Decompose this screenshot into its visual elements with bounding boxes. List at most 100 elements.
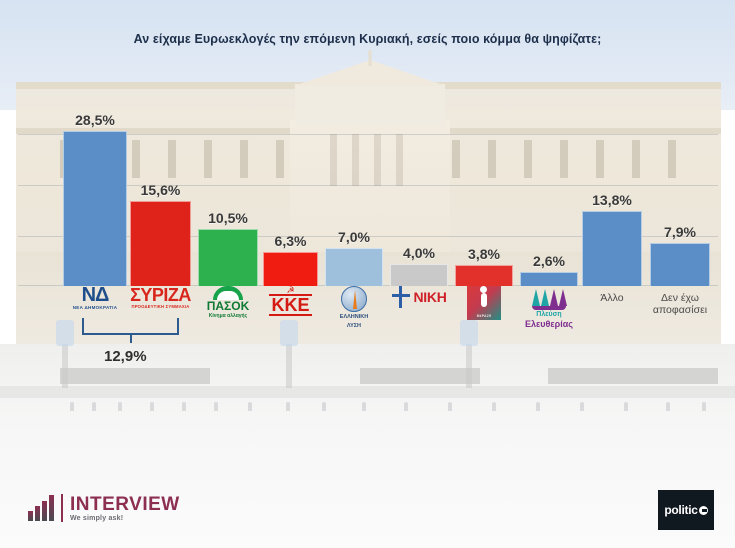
bar-pasok[interactable]: [198, 229, 258, 286]
ship-hull-icon: [532, 306, 566, 310]
bar-niki[interactable]: [390, 264, 448, 286]
pasok-sun-icon: [212, 286, 243, 300]
cross-icon: [391, 286, 411, 308]
pleusi-logo-line1: Πλεύση: [536, 311, 562, 318]
mera25-logo-subtitle: ΜέΡΑ25: [476, 314, 492, 318]
bar-value-niki: 4,0%: [403, 245, 435, 261]
facade-window: [132, 140, 140, 178]
plaza-lamp: [56, 320, 74, 388]
category-syriza[interactable]: ΣΥΡΙΖΑ ΠΡΟΟΔΕΥΤΙΚΗ ΣΥΜΜΑΧΙΑ: [130, 286, 191, 309]
mera25-figure-icon: [480, 286, 487, 307]
politico-wordmark: politic: [664, 503, 708, 517]
gridline: [18, 134, 718, 135]
mera25-party-logo-icon: ΜέΡΑ25: [467, 286, 501, 320]
facade-window: [276, 140, 284, 178]
category-pleusi-eleftherias[interactable]: Πλεύση Ελευθερίας: [520, 286, 578, 329]
category-kke[interactable]: ☭ ΚΚΕ: [263, 286, 318, 316]
category-pasok[interactable]: ΠΑΣΟΚ Κίνημα αλλαγής: [198, 286, 258, 319]
plaza-lamp: [460, 320, 478, 388]
facade-column-gap: [330, 134, 337, 186]
bar-allo[interactable]: [582, 211, 642, 286]
bar-group-syriza[interactable]: 15,6%: [130, 96, 191, 286]
bar-mera25[interactable]: [455, 265, 513, 286]
bar-syriza[interactable]: [130, 201, 191, 286]
pasok-logo-mark: ΠΑΣΟΚ: [206, 299, 250, 313]
politico-brand-logo: politic: [658, 490, 714, 530]
elliniki-lysi-logo-line2: ΛΥΣΗ: [346, 323, 362, 329]
politico-dot-icon: [698, 506, 708, 515]
bar-elliniki-lysi[interactable]: [325, 248, 383, 286]
bar-nd[interactable]: [63, 131, 127, 286]
category-label-undecided: Δεν έχω αποφασίσει: [652, 292, 708, 316]
plaza-hedge: [60, 368, 210, 384]
bar-group-undecided[interactable]: 7,9%: [650, 96, 710, 286]
bar-series: 28,5% 15,6% 10,5% 6,3% 7,0% 4,0% 3,8%: [0, 96, 735, 286]
bar-value-pasok: 10,5%: [208, 210, 248, 226]
bar-group-allo[interactable]: 13,8%: [582, 96, 642, 286]
bar-group-kke[interactable]: 6,3%: [263, 96, 318, 286]
bar-group-niki[interactable]: 4,0%: [390, 96, 448, 286]
category-undecided[interactable]: Δεν έχω αποφασίσει: [650, 286, 710, 316]
facade-window: [168, 140, 176, 178]
parliament-center-block: [290, 120, 450, 260]
facade-window: [204, 140, 212, 178]
bar-group-pasok[interactable]: 10,5%: [198, 96, 258, 286]
niki-party-logo-icon: ΝΙΚΗ: [391, 286, 447, 308]
bar-value-undecided: 7,9%: [664, 224, 696, 240]
syriza-party-logo-icon: ΣΥΡΙΖΑ ΠΡΟΟΔΕΥΤΙΚΗ ΣΥΜΜΑΧΙΑ: [130, 286, 191, 309]
bar-value-kke: 6,3%: [274, 233, 307, 249]
bar-kke[interactable]: [263, 252, 318, 286]
gridline: [18, 185, 718, 186]
facade-window: [596, 140, 604, 178]
category-nd[interactable]: ΝΔ ΝΕΑ ΔΗΜΟΚΡΑΤΙΑ: [63, 284, 127, 310]
interview-wordmark: INTERVIEW We simply ask!: [70, 493, 180, 522]
nd-logo-subtitle: ΝΕΑ ΔΗΜΟΚΡΑΤΙΑ: [72, 305, 118, 310]
hammer-sickle-icon: ☭: [286, 285, 295, 295]
plaza-hedge: [360, 368, 480, 384]
pleusi-logo-line2: Ελευθερίας: [525, 319, 573, 329]
bar-group-elliniki-lysi[interactable]: 7,0%: [325, 96, 383, 286]
pleusi-eleftherias-party-logo-icon: Πλεύση Ελευθερίας: [525, 286, 573, 329]
category-label-allo: Άλλο: [600, 292, 624, 304]
bar-group-mera25[interactable]: 3,8%: [455, 96, 513, 286]
facade-window: [560, 140, 568, 178]
facade-window: [488, 140, 496, 178]
elliniki-lysi-logo-line1: ΕΛΛΗΝΙΚΗ: [339, 314, 369, 320]
kke-logo-mark: ΚΚΕ: [269, 294, 312, 316]
gridline: [18, 236, 718, 237]
elliniki-lysi-party-logo-icon: ΕΛΛΗΝΙΚΗ ΛΥΣΗ: [340, 286, 368, 330]
facade-window: [240, 140, 248, 178]
facade-window: [452, 140, 460, 178]
lead-gap-value: 12,9%: [104, 348, 147, 365]
category-allo[interactable]: Άλλο: [582, 286, 642, 304]
bar-value-elliniki-lysi: 7,0%: [338, 229, 370, 245]
interview-name: INTERVIEW: [70, 493, 180, 515]
facade-column-gap: [352, 134, 359, 186]
bar-group-pleusi[interactable]: 2,6%: [520, 96, 578, 286]
pasok-party-logo-icon: ΠΑΣΟΚ Κίνημα αλλαγής: [206, 286, 250, 319]
bar-value-nd: 28,5%: [75, 112, 115, 128]
facade-window: [524, 140, 532, 178]
facade-column-gap: [374, 134, 381, 186]
bar-pleusi[interactable]: [520, 272, 578, 286]
interview-brand-logo: INTERVIEW We simply ask!: [28, 494, 180, 522]
bar-undecided[interactable]: [650, 243, 710, 286]
plaza-lamp: [280, 320, 298, 388]
category-niki[interactable]: ΝΙΚΗ: [390, 286, 448, 308]
politico-name: politic: [664, 503, 698, 517]
category-elliniki-lysi[interactable]: ΕΛΛΗΝΙΚΗ ΛΥΣΗ: [325, 286, 383, 330]
bar-value-mera25: 3,8%: [468, 246, 500, 262]
kke-party-logo-icon: ☭ ΚΚΕ: [269, 285, 312, 316]
plaza-step: [0, 386, 735, 398]
facade-column-gap: [396, 134, 403, 186]
nd-logo-mark: ΝΔ: [81, 284, 110, 306]
pasok-logo-subtitle: Κίνημα αλλαγής: [208, 313, 248, 319]
plaza-hedge: [548, 368, 718, 384]
interview-tagline: We simply ask!: [70, 514, 124, 522]
syntagma-plaza: [0, 344, 735, 548]
bar-group-nd[interactable]: 28,5%: [63, 96, 127, 286]
category-mera25[interactable]: ΜέΡΑ25: [455, 286, 513, 320]
sailing-ships-icon: [531, 286, 567, 306]
category-logo-row: ΝΔ ΝΕΑ ΔΗΜΟΚΡΑΤΙΑ ΣΥΡΙΖΑ ΠΡΟΟΔΕΥΤΙΚΗ ΣΥΜ…: [0, 284, 735, 348]
